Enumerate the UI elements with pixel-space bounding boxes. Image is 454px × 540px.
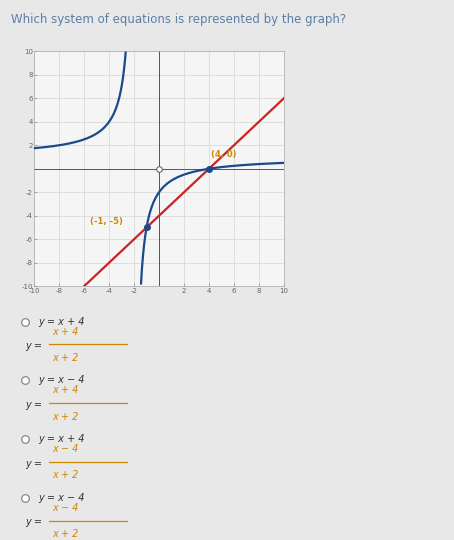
Text: x + 2: x + 2 xyxy=(52,353,79,363)
Text: x + 4: x + 4 xyxy=(52,327,79,336)
Text: x + 2: x + 2 xyxy=(52,411,79,422)
Text: x + 2: x + 2 xyxy=(52,470,79,481)
Text: y =: y = xyxy=(25,341,42,351)
Text: x + 2: x + 2 xyxy=(52,529,79,539)
Text: (4, 0): (4, 0) xyxy=(212,150,237,159)
Text: y = x + 4: y = x + 4 xyxy=(39,316,85,327)
Text: y = x − 4: y = x − 4 xyxy=(39,375,85,385)
Text: y =: y = xyxy=(25,458,42,469)
Text: x + 4: x + 4 xyxy=(52,385,79,395)
Text: (-1, -5): (-1, -5) xyxy=(90,217,123,226)
Text: y = x − 4: y = x − 4 xyxy=(39,492,85,503)
Text: Which system of equations is represented by the graph?: Which system of equations is represented… xyxy=(11,13,346,26)
Text: y =: y = xyxy=(25,517,42,528)
Text: y = x + 4: y = x + 4 xyxy=(39,434,85,444)
Text: x − 4: x − 4 xyxy=(52,503,79,512)
Text: x − 4: x − 4 xyxy=(52,444,79,454)
Text: y =: y = xyxy=(25,400,42,410)
